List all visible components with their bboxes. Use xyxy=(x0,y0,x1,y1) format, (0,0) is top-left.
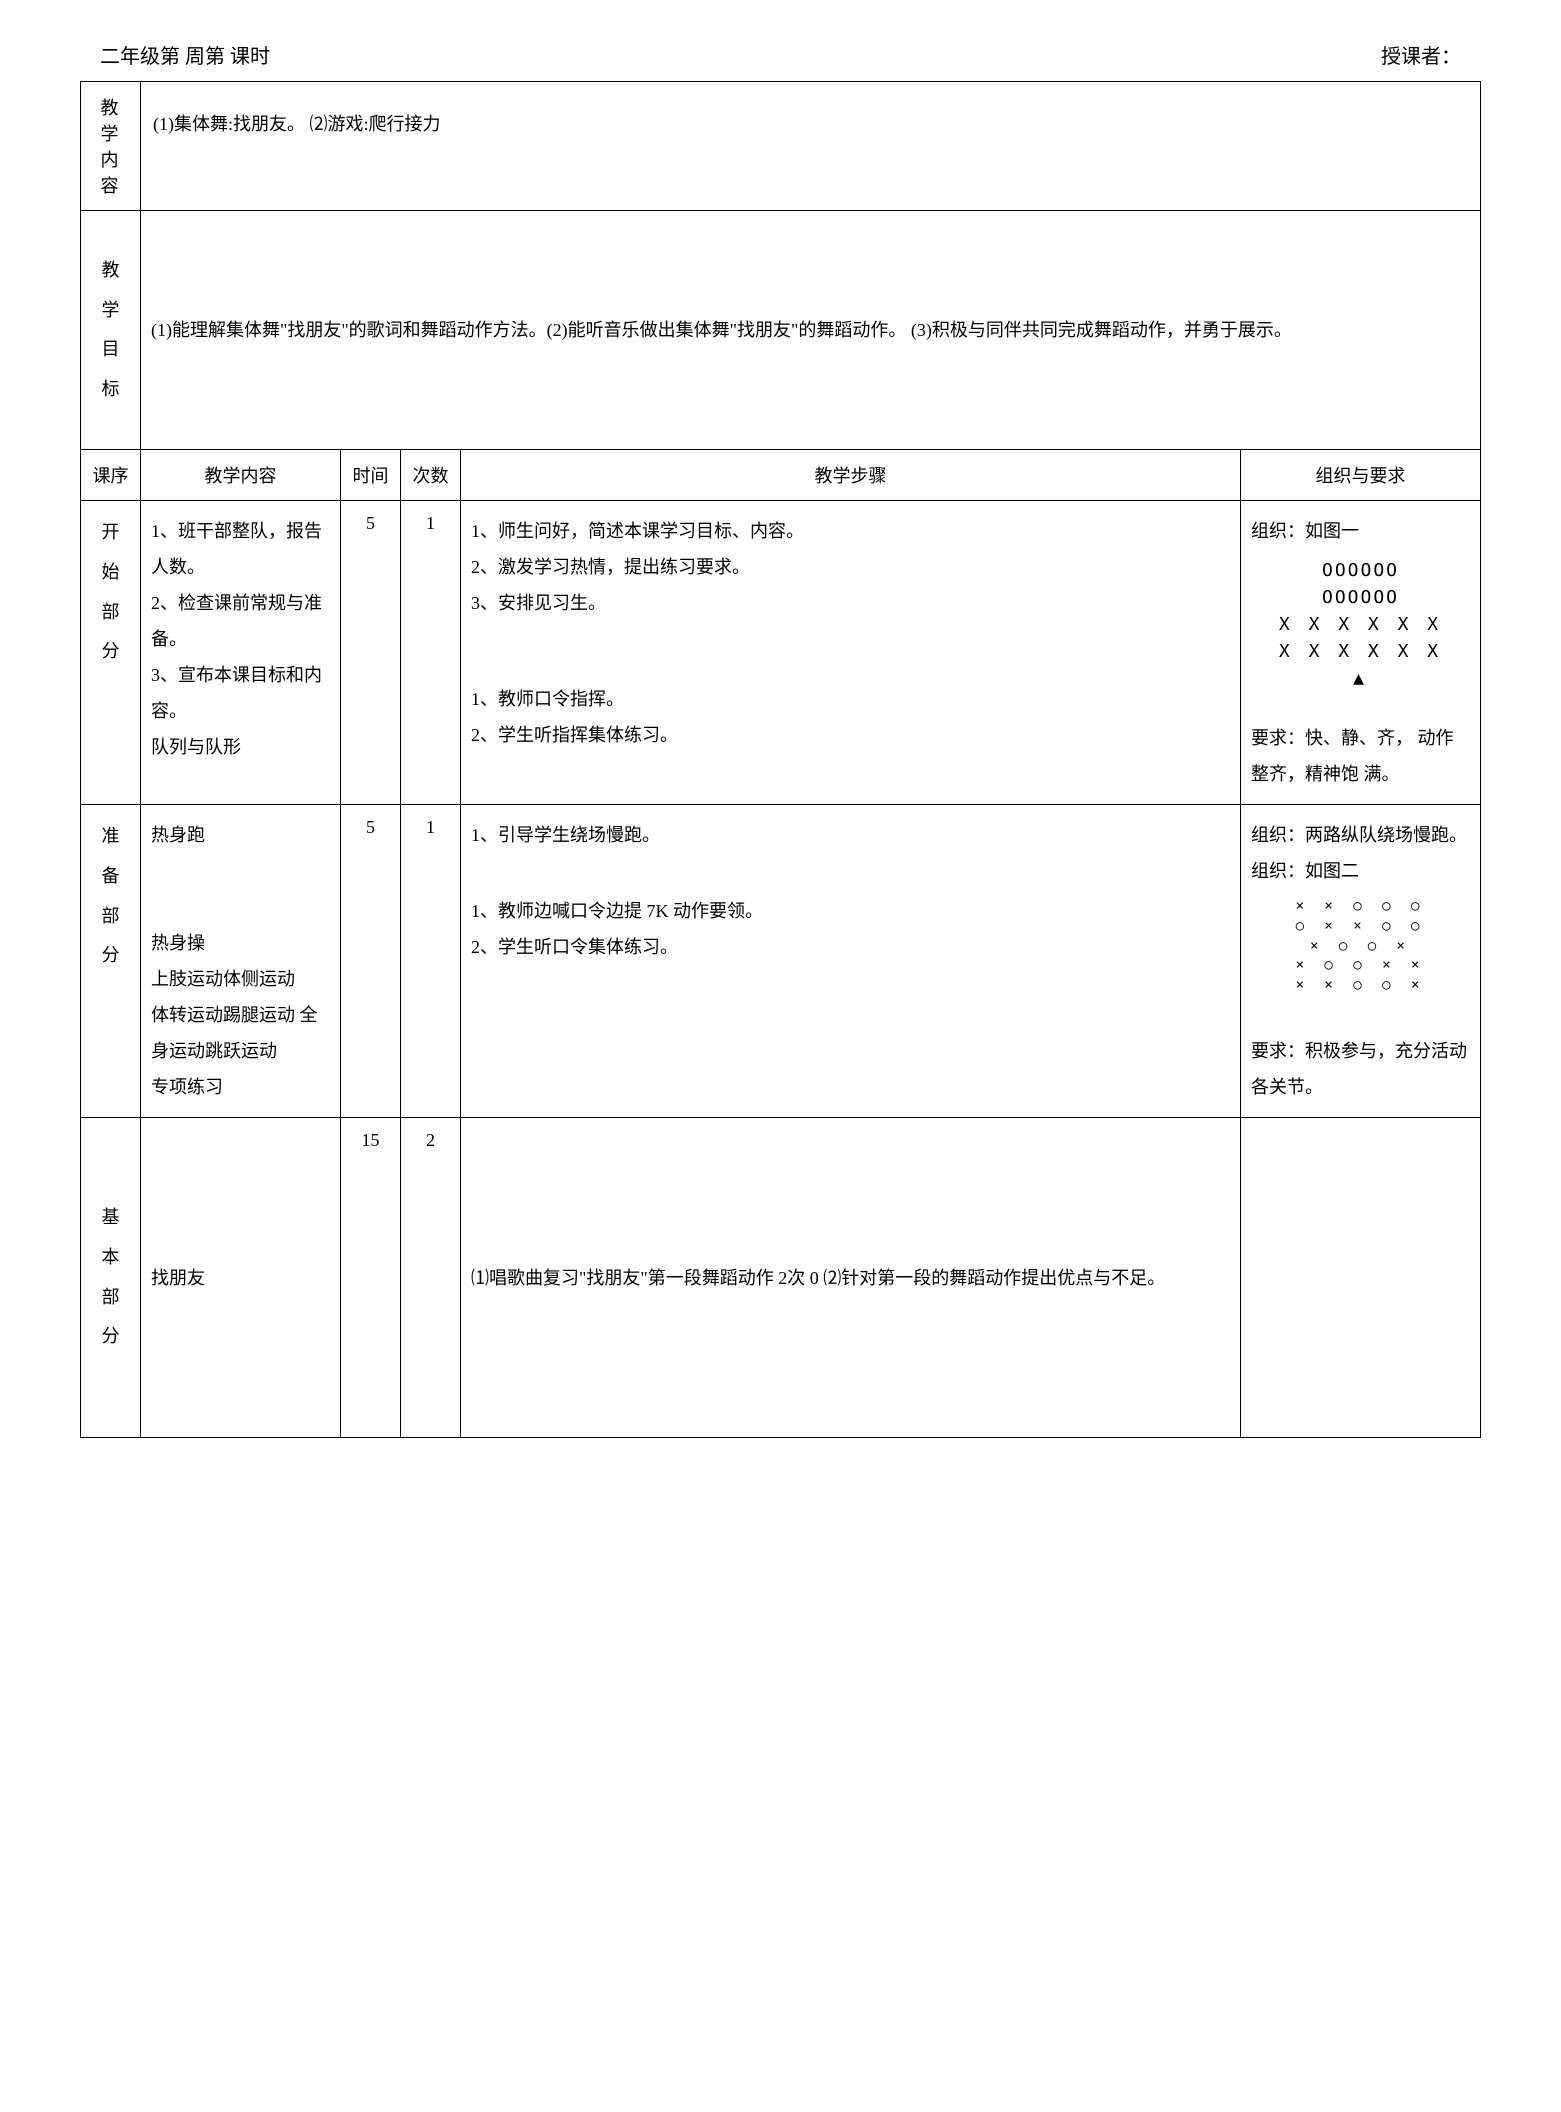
prep-content: 热身跑 热身操 上肢运动体侧运动 体转运动踢腿运动 全身运动跳跃运动 专项练习 xyxy=(141,805,341,1118)
label-section-prep: 准 备 部 分 xyxy=(81,805,141,1118)
header-left: 二年级第 周第 课时 xyxy=(100,40,270,69)
label-teaching-content: 教学内 容 xyxy=(81,82,141,211)
start-content: 1、班干部整队，报告人数。 2、检查课前常规与准备。 3、宣布本课目标和内容。 … xyxy=(141,501,341,805)
row-basic: 基 本 部 分 找朋友 15 2 ⑴唱歌曲复习"找朋友"第一段舞蹈动作 2次 0… xyxy=(81,1118,1481,1437)
header-org: 组织与要求 xyxy=(1241,450,1481,501)
start-count: 1 xyxy=(401,501,461,805)
teacher-marker-icon: ▲ xyxy=(1251,665,1470,692)
basic-time: 15 xyxy=(341,1118,401,1437)
basic-steps: ⑴唱歌曲复习"找朋友"第一段舞蹈动作 2次 0 ⑵针对第一段的舞蹈动作提出优点与… xyxy=(461,1118,1241,1437)
row-start: 开 始 部 分 1、班干部整队，报告人数。 2、检查课前常规与准备。 3、宣布本… xyxy=(81,501,1481,805)
lesson-plan-table: 教学内 容 (1)集体舞:找朋友。 ⑵游戏:爬行接力 教 学 目 标 (1)能理… xyxy=(80,81,1481,1438)
header-time: 时间 xyxy=(341,450,401,501)
header-steps: 教学步骤 xyxy=(461,450,1241,501)
row-prep: 准 备 部 分 热身跑 热身操 上肢运动体侧运动 体转运动踢腿运动 全身运动跳跃… xyxy=(81,805,1481,1118)
org-title-2: 组织：如图二 xyxy=(1251,853,1470,889)
header-count: 次数 xyxy=(401,450,461,501)
basic-org xyxy=(1241,1118,1481,1437)
teaching-goal-cell: (1)能理解集体舞"找朋友"的歌词和舞蹈动作方法。(2)能听音乐做出集体舞"找朋… xyxy=(141,211,1481,450)
start-time: 5 xyxy=(341,501,401,805)
teaching-content-text: (1)集体舞:找朋友。 ⑵游戏:爬行接力 xyxy=(153,114,441,134)
header-right: 授课者： xyxy=(1381,40,1461,69)
formation-diagram-1: OOOOOO OOOOOO X X X X X X X X X X X X ▲ xyxy=(1251,557,1470,692)
start-steps: 1、师生问好，简述本课学习目标、内容。 2、激发学习热情，提出练习要求。 3、安… xyxy=(461,501,1241,805)
prep-org: 组织：两路纵队绕场慢跑。 组织：如图二 × × ○ ○ ○ ○ × × ○ ○ … xyxy=(1241,805,1481,1118)
page-header: 二年级第 周第 课时 授课者： xyxy=(80,40,1481,69)
label-teaching-goal: 教 学 目 标 xyxy=(81,211,141,450)
org-req: 要求：快、静、齐， 动作整齐，精神饱 满。 xyxy=(1251,720,1470,792)
prep-steps: 1、引导学生绕场慢跑。 1、教师边喊口令边提 7K 动作要领。 2、学生听口令集… xyxy=(461,805,1241,1118)
org-req-2: 要求：积极参与，充分活动各关节。 xyxy=(1251,1033,1470,1105)
org-title: 组织：如图一 xyxy=(1251,513,1470,549)
basic-count: 2 xyxy=(401,1118,461,1437)
basic-content: 找朋友 xyxy=(141,1118,341,1437)
org-title-1: 组织：两路纵队绕场慢跑。 xyxy=(1251,817,1470,853)
label-section-basic: 基 本 部 分 xyxy=(81,1118,141,1437)
start-org: 组织：如图一 OOOOOO OOOOOO X X X X X X X X X X… xyxy=(1241,501,1481,805)
teaching-goal-text: (1)能理解集体舞"找朋友"的歌词和舞蹈动作方法。(2)能听音乐做出集体舞"找朋… xyxy=(151,320,1292,340)
header-course-order: 课序 xyxy=(81,450,141,501)
teaching-content-cell: (1)集体舞:找朋友。 ⑵游戏:爬行接力 xyxy=(141,82,1481,211)
formation-diagram-2: × × ○ ○ ○ ○ × × ○ ○ × ○ ○ × × ○ ○ × × × … xyxy=(1251,897,1470,995)
prep-count: 1 xyxy=(401,805,461,1118)
label-section-start: 开 始 部 分 xyxy=(81,501,141,805)
header-content: 教学内容 xyxy=(141,450,341,501)
prep-time: 5 xyxy=(341,805,401,1118)
